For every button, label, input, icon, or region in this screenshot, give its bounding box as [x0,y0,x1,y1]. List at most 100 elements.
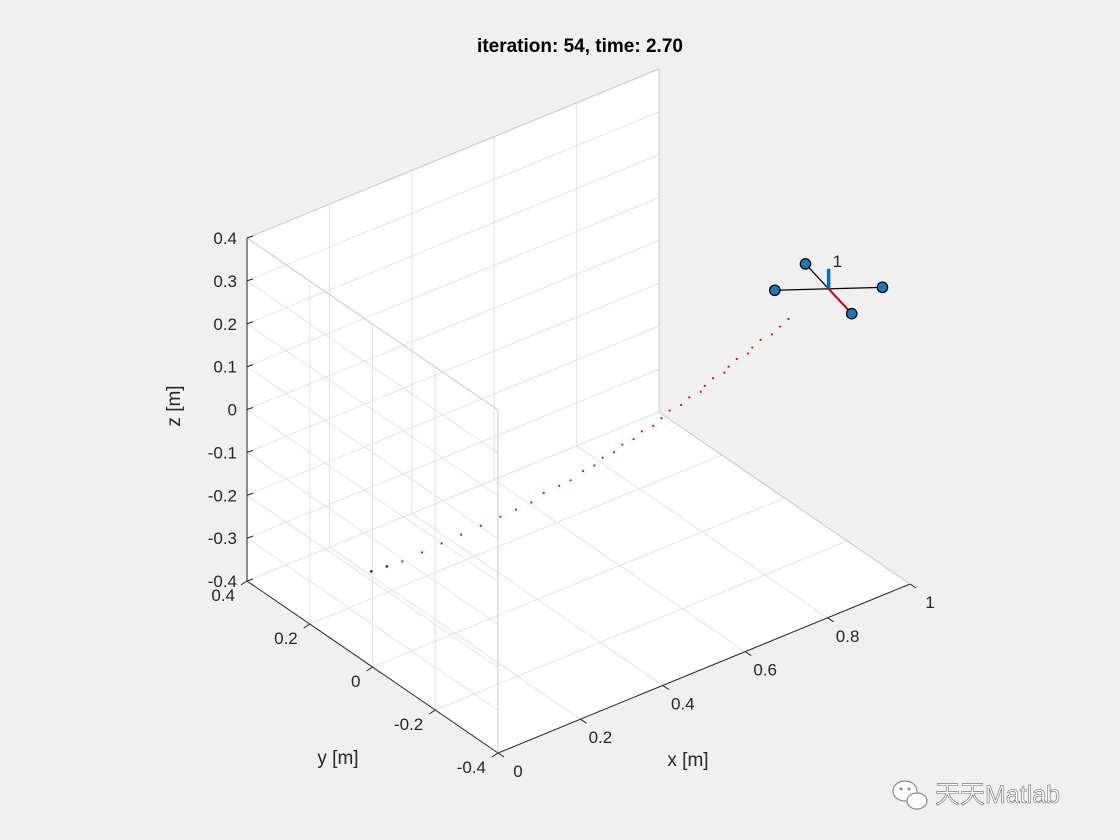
chart-title: iteration: 54, time: 2.70 [477,36,683,57]
x-tick-mark [580,718,587,724]
trajectory-point [369,570,373,573]
trajectory-point [612,451,616,454]
trajectory-point [679,403,683,407]
wechat-icon [892,780,928,810]
trajectory-point [581,469,585,473]
grid-line [246,282,660,453]
x-tick-mark [827,617,834,623]
trajectory-point [632,437,635,441]
grid-line [246,154,660,325]
grid-line [246,325,660,496]
grid-line [246,323,499,497]
y-tick-label: -0.4 [457,758,486,777]
trajectory-point [727,365,730,368]
grid-line [309,454,722,625]
z-tick-mark [246,278,254,282]
trajectory-point [514,508,518,511]
y-tick-mark [428,709,436,715]
z-tick-label: -0.4 [208,572,237,591]
grid-line [246,409,499,582]
x-tick-mark [744,651,752,657]
z-tick-label: 0.1 [213,358,237,377]
z-tick-label: 0 [228,401,237,420]
x-tick-mark [662,684,670,690]
trajectory-point [668,409,671,412]
trajectory-point [569,479,572,482]
grid-line [246,494,499,668]
quadrotor-rotor [768,284,781,297]
x-tick-label: 1 [925,593,934,612]
trajectory-point [770,333,774,336]
z-tick-label: -0.1 [208,443,237,462]
trajectory-point [460,533,463,536]
z-tick-label: 0.4 [213,229,237,248]
y-tick-mark [303,623,311,629]
trajectory-point [747,352,750,355]
grid-line [435,540,848,711]
trajectory-point [787,317,790,321]
trajectory-point [640,430,643,433]
quadrotor-rotor [799,258,812,270]
trajectory-point [401,560,404,563]
box-edge [246,237,499,411]
trajectory-point [601,456,604,459]
trajectory-point [558,484,561,487]
grid-line [246,197,660,368]
x-axis-line [497,583,911,754]
trajectory-point [542,491,545,495]
trajectory-point [660,417,663,420]
quadrotor-rotor [845,307,858,320]
grid-line [246,537,499,711]
grid-line [246,366,499,540]
trajectory-point [779,325,782,328]
z-tick-label: 0.2 [213,315,237,334]
x-tick-label: 0.2 [589,728,613,747]
trajectory-point [385,564,389,568]
y-axis-label: y [m] [317,748,358,769]
watermark: 天天Matlab [892,780,1060,810]
box-edge [246,68,660,239]
z-tick-mark [246,235,254,239]
trajectory-point [751,346,754,349]
quadrotor: 1 [768,252,889,320]
trajectory-point [711,377,715,380]
quadrotor-label: 1 [833,252,842,271]
z-tick-label: -0.2 [208,486,237,505]
trajectory-point [479,524,482,527]
grid-line [246,451,499,625]
trajectory-point [759,338,762,341]
z-tick-mark [246,578,254,582]
z-tick-label: -0.3 [208,529,237,548]
z-axis-label: z [m] [164,385,185,426]
x-tick-label: 0.6 [753,661,777,680]
z-tick-mark [246,364,254,368]
z-tick-mark [246,492,254,496]
box-edge [658,411,911,585]
trajectory-point [440,542,443,545]
y-tick-mark [491,752,499,758]
trajectory-point [530,501,533,504]
y-tick-label: 0 [351,672,360,691]
axes-background [247,69,910,753]
trajectory-point [735,357,738,361]
grid-line [246,368,660,539]
trajectory-point [420,551,424,554]
z-tick-mark [246,449,254,453]
trajectory-point [652,424,655,427]
tick-labels: 00.20.40.60.81-0.4-0.200.20.4-0.4-0.3-0.… [208,229,935,781]
grid-line [246,280,499,454]
quadrotor-rotor [876,281,889,294]
y-tick-label: 0.2 [274,629,298,648]
trajectory-point [621,443,624,446]
trajectory-point [499,515,502,518]
trajectory-point [703,384,706,387]
z-tick-mark [246,407,254,410]
x-tick-mark [497,752,505,758]
x-tick-label: 0.4 [671,694,695,713]
z-tick-mark [246,321,254,325]
grid-line [246,240,660,410]
grid-line [246,411,660,582]
trajectory-point [593,464,596,467]
